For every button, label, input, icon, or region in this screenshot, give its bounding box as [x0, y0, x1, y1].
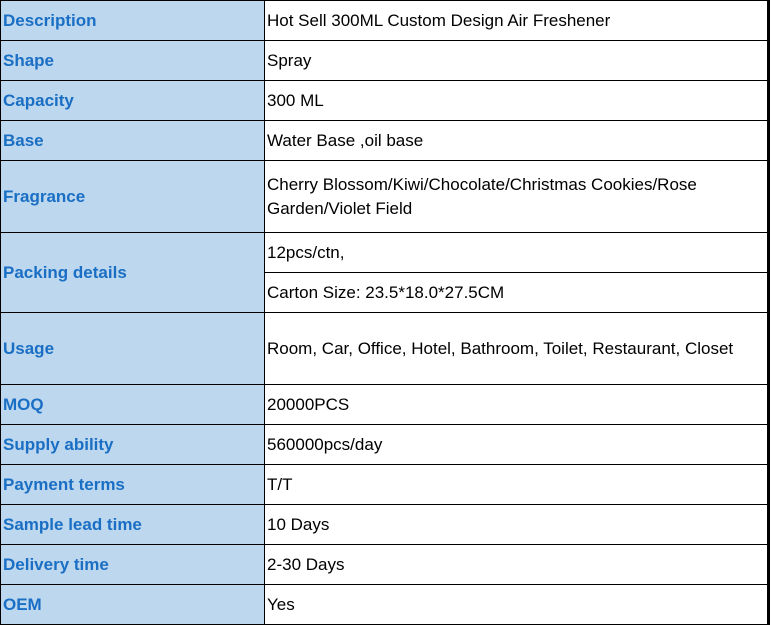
row-value: Room, Car, Office, Hotel, Bathroom, Toil… — [264, 312, 769, 385]
row-value: Water Base ,oil base — [264, 120, 769, 161]
table-row: OEM Yes — [0, 584, 769, 625]
row-value: 12pcs/ctn, — [264, 232, 769, 273]
row-label: Supply ability — [0, 424, 265, 465]
row-label: Fragrance — [0, 160, 265, 233]
table-row: Packing details 12pcs/ctn, — [0, 232, 769, 313]
table-row: Base Water Base ,oil base — [0, 120, 769, 161]
table-row: Description Hot Sell 300ML Custom Design … — [0, 0, 769, 41]
row-value: 10 Days — [264, 504, 769, 545]
table-row: Capacity 300 ML — [0, 80, 769, 121]
table-row: Supply ability 560000pcs/day — [0, 424, 769, 465]
table-row: Carton Size: 23.5*18.0*27.5CM — [1, 272, 769, 313]
table-row: Delivery time 2-30 Days — [0, 544, 769, 585]
row-value: Yes — [264, 584, 769, 625]
row-value: Carton Size: 23.5*18.0*27.5CM — [264, 272, 769, 313]
row-label: Capacity — [0, 80, 265, 121]
row-label: Packing details — [0, 232, 265, 313]
row-value: T/T — [264, 464, 769, 505]
row-value: 300 ML — [264, 80, 769, 121]
table-row: Usage Room, Car, Office, Hotel, Bathroom,… — [0, 312, 769, 385]
row-label: OEM — [0, 584, 265, 625]
table-row: Fragrance Cherry Blossom/Kiwi/Chocolate/C… — [0, 160, 769, 233]
row-label: Delivery time — [0, 544, 265, 585]
table-row: Payment terms T/T — [0, 464, 769, 505]
row-value: Spray — [264, 40, 769, 81]
table-row: Shape Spray — [0, 40, 769, 81]
row-label: Description — [0, 0, 265, 41]
row-label: Shape — [0, 40, 265, 81]
row-label: MOQ — [0, 384, 265, 425]
table-row: Sample lead time 10 Days — [0, 504, 769, 545]
table-row: MOQ 20000PCS — [0, 384, 769, 425]
row-label: Payment terms — [0, 464, 265, 505]
row-value: 560000pcs/day — [264, 424, 769, 465]
row-value: 20000PCS — [264, 384, 769, 425]
row-label: Usage — [0, 312, 265, 385]
row-label: Sample lead time — [0, 504, 265, 545]
row-value: 2-30 Days — [264, 544, 769, 585]
row-label: Base — [0, 120, 265, 161]
row-value: Hot Sell 300ML Custom Design Air Freshen… — [264, 0, 769, 41]
row-value: Cherry Blossom/Kiwi/Chocolate/Christmas … — [264, 160, 769, 233]
